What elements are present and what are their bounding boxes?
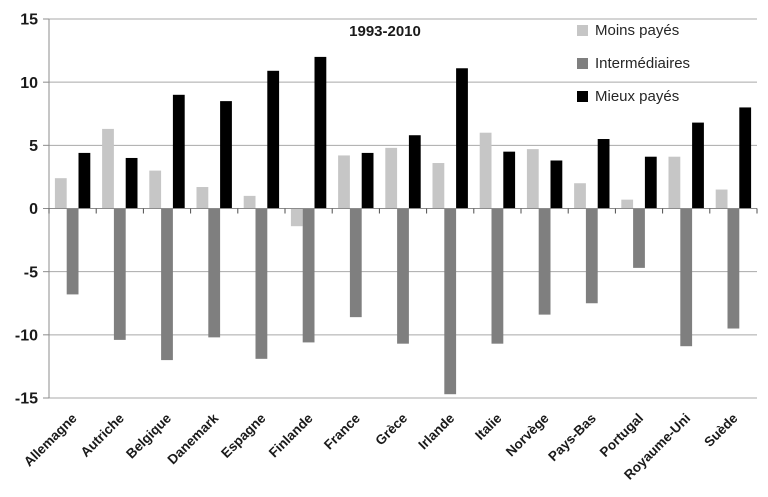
legend-swatch-intermediaires <box>577 58 588 69</box>
bar-mieux-payes-pays-bas <box>597 139 610 209</box>
bar-intermediaires-portugal <box>633 208 645 268</box>
bar-intermediaires-grece <box>397 208 409 344</box>
bar-moins-payes-norvege <box>526 149 539 209</box>
x-label-grece: Grèce <box>372 410 410 448</box>
legend-item-moins-payes: Moins payés <box>577 21 690 40</box>
bar-intermediaires-irlande <box>444 208 457 395</box>
bar-mieux-payes-italie <box>503 151 516 209</box>
y-tick-label-10: 10 <box>20 75 38 92</box>
x-label-italie: Italie <box>472 410 505 443</box>
bar-mieux-payes-norvege <box>550 160 563 209</box>
y-tick-label-0: 0 <box>29 201 38 218</box>
bar-mieux-payes-espagne <box>267 70 280 209</box>
x-label-autriche: Autriche <box>78 410 128 460</box>
bar-intermediaires-royaume-uni <box>680 208 693 347</box>
y-tick-label-15: 15 <box>20 12 38 29</box>
bar-intermediaires-norvege <box>538 208 551 315</box>
bar-mieux-payes-belgique <box>172 94 185 209</box>
legend-swatch-moins-payes <box>577 25 588 36</box>
bar-moins-payes-portugal <box>621 199 634 209</box>
x-label-danemark: Danemark <box>165 410 222 467</box>
bar-moins-payes-autriche <box>102 128 114 209</box>
bar-moins-payes-finlande <box>290 208 303 227</box>
y-tick-label--5: -5 <box>24 264 38 281</box>
bar-mieux-payes-royaume-uni <box>692 122 704 209</box>
bar-moins-payes-allemagne <box>54 178 67 209</box>
bar-mieux-payes-danemark <box>220 101 232 209</box>
bar-mieux-payes-portugal <box>644 156 657 209</box>
bar-intermediaires-autriche <box>113 208 126 340</box>
x-label-pays-bas: Pays-Bas <box>545 411 599 465</box>
bar-intermediaires-suede <box>727 208 740 329</box>
bar-intermediaires-france <box>349 208 362 318</box>
bar-intermediaires-danemark <box>208 208 221 338</box>
legend-swatch-mieux-payes <box>577 91 588 102</box>
bar-mieux-payes-irlande <box>456 68 468 209</box>
y-tick-label--15: -15 <box>15 391 38 408</box>
x-label-espagne: Espagne <box>218 410 269 461</box>
bar-mieux-payes-suede <box>739 107 752 209</box>
bar-moins-payes-danemark <box>196 187 209 209</box>
legend-label-moins-payes: Moins payés <box>595 22 680 39</box>
x-label-france: France <box>321 410 363 452</box>
chart-title: 1993-2010 <box>349 23 421 40</box>
bar-mieux-payes-grece <box>408 135 421 209</box>
bar-moins-payes-belgique <box>149 170 162 209</box>
bar-mieux-payes-allemagne <box>78 152 91 209</box>
x-label-portugal: Portugal <box>597 411 646 460</box>
bar-intermediaires-finlande <box>302 208 315 343</box>
bar-intermediaires-belgique <box>161 208 173 361</box>
bar-intermediaires-pays-bas <box>585 208 598 304</box>
bar-intermediaires-italie <box>491 208 504 344</box>
bar-moins-payes-pays-bas <box>574 183 586 209</box>
legend-label-intermediaires: Intermédiaires <box>595 55 691 72</box>
x-label-allemagne: Allemagne <box>21 410 80 469</box>
y-tick-label-5: 5 <box>29 138 38 155</box>
bar-moins-payes-italie <box>479 132 492 209</box>
x-label-irlande: Irlande <box>415 410 457 452</box>
bar-intermediaires-allemagne <box>66 208 79 295</box>
bar-mieux-payes-france <box>361 152 374 209</box>
legend-item-intermediaires: Intermédiaires <box>577 54 690 73</box>
legend-item-mieux-payes: Mieux payés <box>577 87 690 106</box>
x-label-finlande: Finlande <box>266 410 316 460</box>
legend-label-mieux-payes: Mieux payés <box>595 88 680 105</box>
bar-moins-payes-irlande <box>432 163 445 209</box>
x-label-norvege: Norvège <box>503 410 552 459</box>
x-label-suede: Suède <box>701 410 741 450</box>
bar-moins-payes-suede <box>715 189 728 209</box>
y-tick-label--10: -10 <box>15 327 38 344</box>
bar-moins-payes-espagne <box>243 195 256 209</box>
bar-intermediaires-espagne <box>255 208 268 359</box>
bar-moins-payes-royaume-uni <box>668 156 681 209</box>
bar-mieux-payes-autriche <box>125 157 138 209</box>
bar-moins-payes-france <box>338 155 350 209</box>
legend: Moins payés Intermédiaires Mieux payés <box>577 21 690 120</box>
bar-moins-payes-grece <box>385 147 398 209</box>
bar-mieux-payes-finlande <box>314 56 327 209</box>
